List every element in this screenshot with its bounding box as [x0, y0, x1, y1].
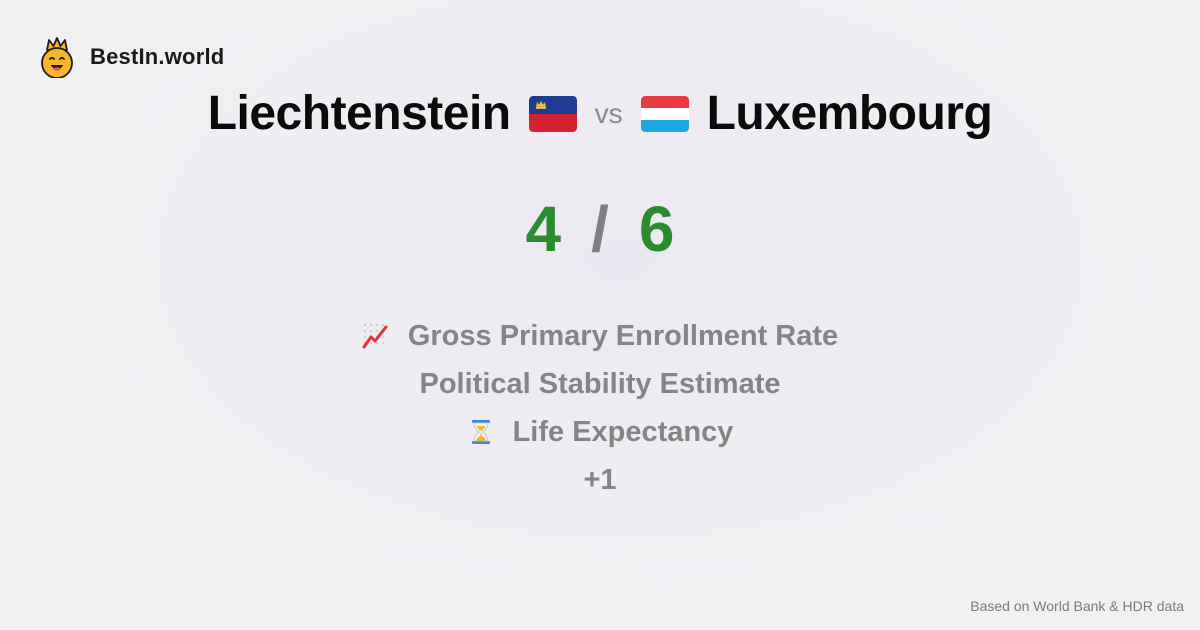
metric-label: Life Expectancy	[512, 415, 734, 448]
right-score: 6	[638, 193, 675, 265]
metrics-list: Gross Primary Enrollment Rate Political …	[0, 312, 1200, 504]
right-country-name: Luxembourg	[706, 87, 993, 140]
left-country-name: Liechtenstein	[207, 87, 511, 140]
metric-label: Gross Primary Enrollment Rate	[407, 319, 839, 352]
comparison-title: Liechtenstein vs Luxembourg	[0, 86, 1200, 141]
more-metrics-count: +1	[583, 456, 616, 504]
metric-label: +1	[583, 463, 617, 496]
metric-item: Gross Primary Enrollment Rate	[362, 312, 838, 360]
crowned-smiley-icon	[41, 37, 73, 78]
metric-label: Political Stability Estimate	[419, 367, 781, 400]
metric-item: Life Expectancy	[467, 408, 734, 456]
brand[interactable]: BestIn.world	[38, 36, 224, 78]
chart-increasing-icon	[362, 324, 388, 349]
data-source-note: Based on World Bank & HDR data	[970, 598, 1184, 614]
score-display: 4 / 6	[0, 192, 1200, 266]
score-separator: /	[591, 193, 609, 265]
hourglass-icon	[471, 420, 490, 444]
luxembourg-flag-icon	[640, 95, 689, 132]
vs-label: vs	[594, 97, 623, 129]
metric-item: Political Stability Estimate	[420, 360, 781, 408]
left-score: 4	[525, 193, 562, 265]
liechtenstein-flag-icon	[528, 95, 577, 132]
brand-name: BestIn.world	[90, 44, 225, 69]
